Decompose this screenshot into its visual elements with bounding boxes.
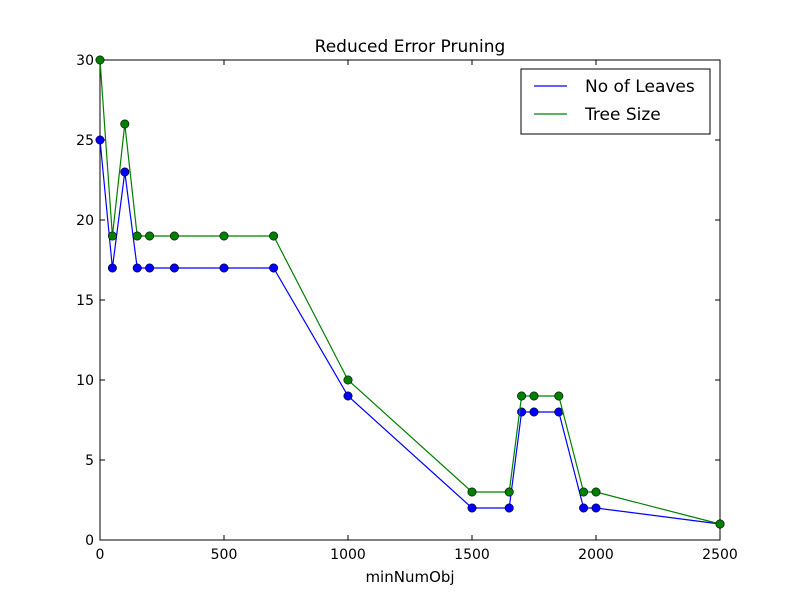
data-point-tree-size [517, 391, 527, 401]
x-tick-label: 500 [211, 547, 238, 563]
y-tick-label: 30 [76, 53, 94, 69]
data-point-no-of-leaves [95, 135, 105, 145]
data-point-tree-size [95, 55, 105, 65]
legend-box [520, 68, 711, 135]
data-point-tree-size [107, 231, 117, 241]
y-tick-label: 15 [76, 293, 94, 309]
data-point-no-of-leaves [529, 407, 539, 417]
data-point-tree-size [120, 119, 130, 129]
y-tick-label: 0 [85, 533, 94, 549]
y-tick-label: 20 [76, 213, 94, 229]
data-point-tree-size [169, 231, 179, 241]
chart-title: Reduced Error Pruning [315, 37, 506, 57]
data-point-no-of-leaves [219, 263, 229, 273]
data-point-no-of-leaves [269, 263, 279, 273]
axes-frame [99, 59, 721, 541]
data-point-no-of-leaves [132, 263, 142, 273]
legend-label-no-of-leaves: No of Leaves [585, 77, 695, 97]
data-point-tree-size [269, 231, 279, 241]
data-point-tree-size [504, 487, 514, 497]
data-point-tree-size [132, 231, 142, 241]
plot-area: 0 500 1000 1500 2000 2500 0 5 10 15 20 25 30 [76, 53, 738, 563]
data-point-no-of-leaves [467, 503, 477, 513]
data-point-no-of-leaves [120, 167, 130, 177]
legend-label-tree-size: Tree Size [584, 105, 661, 125]
data-point-no-of-leaves [169, 263, 179, 273]
data-point-tree-size [715, 519, 725, 529]
data-point-no-of-leaves [343, 391, 353, 401]
data-point-no-of-leaves [579, 503, 589, 513]
data-point-tree-size [591, 487, 601, 497]
data-point-no-of-leaves [591, 503, 601, 513]
y-tick-label: 25 [76, 133, 94, 149]
data-point-tree-size [145, 231, 155, 241]
data-point-tree-size [579, 487, 589, 497]
data-point-no-of-leaves [145, 263, 155, 273]
legend: No of Leaves Tree Size [520, 68, 711, 135]
data-point-tree-size [343, 375, 353, 385]
data-point-no-of-leaves [107, 263, 117, 273]
data-point-tree-size [529, 391, 539, 401]
x-tick-label: 1000 [330, 547, 366, 563]
x-tick-label: 0 [96, 547, 105, 563]
x-tick-label: 2000 [578, 547, 614, 563]
y-tick-label: 5 [85, 453, 94, 469]
x-tick-label: 1500 [454, 547, 490, 563]
data-point-tree-size [554, 391, 564, 401]
data-point-tree-size [467, 487, 477, 497]
x-axis-label: minNumObj [365, 568, 454, 586]
data-point-no-of-leaves [504, 503, 514, 513]
x-tick-label: 2500 [702, 547, 738, 563]
data-point-tree-size [219, 231, 229, 241]
y-tick-label: 10 [76, 373, 94, 389]
